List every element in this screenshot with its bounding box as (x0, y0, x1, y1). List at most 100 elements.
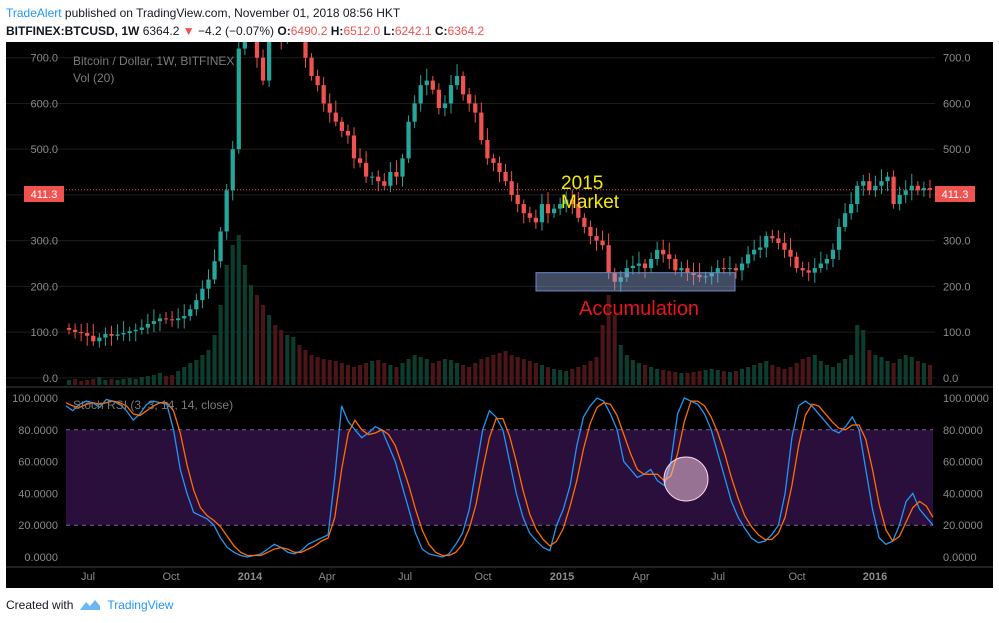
stoch-rsi-pane[interactable]: 100.0000 100.0000 80.0000 80.0000 60.0000 60.… (12, 393, 989, 564)
volume-bar (849, 355, 854, 385)
volume-bar (418, 357, 423, 385)
candle-body (521, 204, 526, 214)
rsi-axis-tick-left: 0.0000 (24, 552, 58, 564)
volume-bar (400, 363, 405, 385)
volume-bar (630, 360, 635, 385)
time-axis-label: Apr (318, 571, 335, 583)
candle-body (163, 318, 169, 320)
open-label: O: (277, 24, 291, 38)
price-axis-tick-right: 700.0 (943, 53, 971, 65)
candle-body (151, 321, 157, 324)
volume-bar (351, 367, 357, 385)
volume-bar (679, 373, 684, 385)
price-axis-tick-left: 700.0 (30, 53, 58, 65)
price-axis-tick-right: 100.0 (943, 327, 971, 339)
candle-body (618, 277, 623, 282)
candle-body (582, 217, 587, 227)
candle-body (194, 300, 199, 310)
volume-bar (879, 357, 884, 385)
volume-bar (618, 345, 623, 385)
last-price-tag-right: 411.3 (935, 186, 975, 202)
volume-bar (412, 355, 417, 385)
rsi-axis-tick-right: 80.0000 (943, 425, 983, 437)
candle-body (212, 261, 217, 280)
candle-body (406, 121, 411, 159)
candle-body (400, 158, 405, 177)
candle-body (412, 103, 417, 122)
candle-body (818, 263, 823, 269)
time-axis-label: Oct (788, 571, 805, 583)
volume-bar (830, 367, 835, 385)
price-pane[interactable]: 700.0700.0600.0600.0500.0500.0400.0400.0… (6, 42, 993, 388)
volume-bar (691, 372, 696, 385)
candle-body (109, 333, 114, 336)
volume-bar (442, 359, 447, 385)
volume-bar (697, 371, 702, 385)
volume-bar (612, 315, 617, 385)
volume-bar (200, 355, 205, 385)
volume-bar (721, 371, 726, 385)
volume-bar (479, 359, 484, 385)
candle-body (97, 337, 102, 342)
volume-bar (97, 377, 102, 385)
volume-bar (327, 360, 332, 385)
volume-bar (788, 367, 793, 385)
candle-body (145, 323, 150, 328)
tradingview-link[interactable]: TradingView (107, 598, 174, 612)
volume-bar (636, 363, 641, 385)
volume-bar (533, 363, 538, 385)
volume-bar (891, 363, 896, 385)
annotation-accumulation: Accumulation (579, 298, 699, 320)
candle-body (879, 181, 884, 186)
chart-canvas[interactable]: 700.0700.0600.0600.0500.0500.0400.0400.0… (0, 42, 999, 590)
candle-body (182, 316, 187, 319)
volume-bar (752, 365, 757, 385)
time-axis-label: 2016 (863, 571, 887, 583)
volume-bar (267, 315, 272, 385)
price-axis-tick-left: 100.0 (30, 327, 58, 339)
volume-bar (885, 361, 890, 385)
candle-body (770, 236, 775, 239)
volume-bar (127, 378, 132, 385)
candle-body (467, 94, 472, 104)
volume-bar (800, 359, 805, 385)
candle-body (679, 268, 684, 271)
volume-bar (588, 361, 593, 385)
time-axis-label: 2014 (238, 571, 263, 583)
volume-bar (606, 295, 611, 385)
volume-bar (394, 367, 399, 385)
volume-bar (897, 359, 902, 385)
stoch-rsi-k-line (65, 397, 934, 558)
candle-body (442, 103, 448, 109)
author-link[interactable]: TradeAlert (6, 6, 62, 20)
publish-line: TradeAlert published on TradingView.com,… (6, 4, 993, 22)
low-value: 6242.1 (394, 24, 432, 38)
chart-header: TradeAlert published on TradingView.com,… (6, 4, 993, 40)
volume-bar (527, 361, 532, 385)
candle-body (309, 57, 314, 77)
candle-body (715, 268, 720, 273)
candle-body (594, 236, 599, 241)
candle-body (473, 103, 478, 113)
candle-body (266, 42, 272, 81)
candle-body (436, 89, 441, 109)
candle-body (630, 265, 636, 269)
volume-bar (715, 370, 720, 385)
time-axis-label: Jul (711, 571, 725, 583)
price-axis-tick-left: 500.0 (30, 144, 58, 156)
candle-body (121, 333, 126, 335)
volume-bar (733, 371, 738, 385)
candle-body (564, 199, 569, 205)
candle-body (855, 185, 860, 205)
volume-bar (873, 355, 878, 385)
candle-body (721, 268, 726, 270)
candle-body (424, 80, 429, 86)
price-axis-tick-right: 500.0 (943, 144, 971, 156)
volume-bar (109, 379, 114, 385)
volume-bar (157, 373, 163, 385)
volume-bar (406, 359, 411, 385)
candle-body (606, 245, 611, 273)
candle-body (357, 158, 363, 163)
candle-body (849, 204, 854, 214)
volume-bar (170, 375, 175, 385)
